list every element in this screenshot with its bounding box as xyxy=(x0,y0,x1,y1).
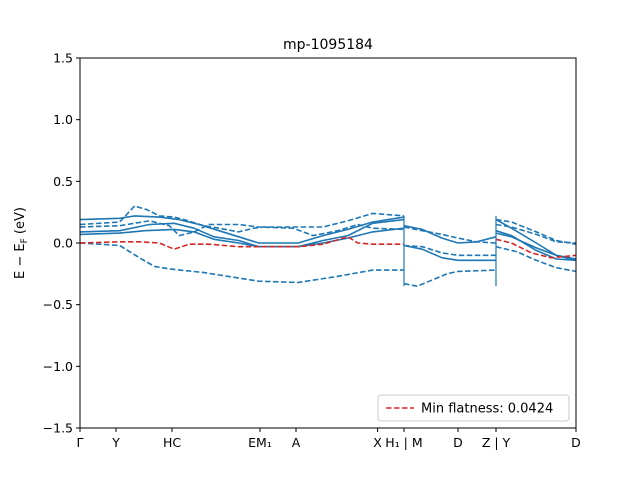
band-line xyxy=(79,218,405,248)
band-line xyxy=(79,236,404,250)
band-line xyxy=(403,269,497,288)
y-tick-label: 0.0 xyxy=(53,236,73,251)
legend-box xyxy=(377,394,570,422)
band-line xyxy=(79,242,404,284)
y-tick-label: 1.0 xyxy=(53,112,73,127)
y-tick-label: 1.5 xyxy=(53,51,73,66)
band-line xyxy=(495,229,577,262)
band-line xyxy=(79,220,405,237)
x-tick-label: D xyxy=(453,435,463,450)
band-line xyxy=(495,232,577,260)
legend: Min flatness: 0.0424 xyxy=(377,394,570,422)
x-tick-label: EM₁ xyxy=(248,435,272,450)
x-tick-label: X xyxy=(373,435,382,450)
legend-label: Min flatness: 0.0424 xyxy=(421,402,553,417)
x-tick-label: A xyxy=(292,435,301,450)
band-line xyxy=(495,218,577,245)
band-line xyxy=(495,245,577,273)
y-tick-label: −0.5 xyxy=(43,297,73,312)
x-tick-label: H₁ | M xyxy=(385,435,422,450)
band-line xyxy=(79,205,405,233)
band-lines xyxy=(79,205,577,288)
band-line xyxy=(495,223,577,244)
y-tick-label: 0.5 xyxy=(53,174,73,189)
band-line xyxy=(403,224,497,244)
x-tick-label: Y xyxy=(111,435,120,450)
x-tick-label: HC xyxy=(163,435,181,450)
chart-title: mp-1095184 xyxy=(283,37,373,53)
plot-frame xyxy=(79,57,577,429)
band-line xyxy=(403,244,496,262)
axis-ticks: −1.5 −1.0 −0.5 0.0 0.5 1.0 1.5 Γ Y HC EM₁ A X H₁ | M D… xyxy=(43,51,581,451)
y-tick-label: −1.5 xyxy=(43,421,73,436)
y-axis-label: E − EF (eV) xyxy=(13,207,30,279)
band-line xyxy=(403,244,496,257)
y-tick-label: −1.0 xyxy=(43,359,73,374)
band-line xyxy=(495,238,577,259)
band-line xyxy=(79,215,405,244)
x-tick-label: D xyxy=(571,435,581,450)
band-line xyxy=(79,227,405,248)
x-tick-label: Γ xyxy=(77,435,84,450)
x-tick-label: Z | Y xyxy=(482,435,511,450)
